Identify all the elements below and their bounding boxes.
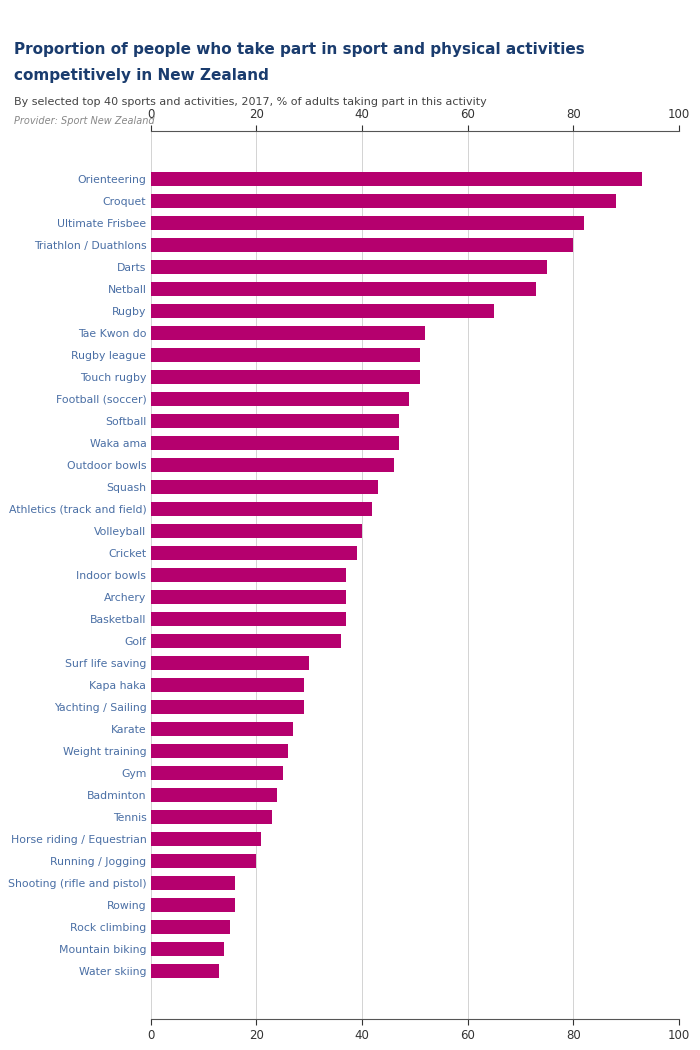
Bar (150, 281, 536, 296)
Bar (150, 677, 304, 692)
Bar (150, 876, 235, 890)
Bar (150, 193, 615, 208)
Bar (150, 854, 256, 868)
Bar (150, 788, 277, 802)
Text: Provider: Sport New Zealand: Provider: Sport New Zealand (14, 116, 155, 126)
Bar (150, 237, 573, 252)
Bar (150, 215, 584, 230)
Bar (150, 370, 420, 384)
Bar (150, 942, 225, 957)
Bar (150, 920, 230, 934)
Bar (150, 568, 346, 582)
Bar (150, 721, 293, 736)
Bar (150, 634, 341, 648)
Bar (150, 524, 362, 538)
Bar (150, 546, 356, 560)
Bar (150, 480, 378, 494)
Bar (150, 436, 399, 450)
Bar (150, 590, 346, 604)
Bar (150, 326, 426, 340)
Bar (150, 458, 393, 472)
Bar (150, 392, 410, 406)
Bar (150, 832, 262, 846)
Bar (150, 810, 272, 824)
Text: Proportion of people who take part in sport and physical activities: Proportion of people who take part in sp… (14, 42, 584, 57)
Bar (150, 303, 494, 318)
Text: competitively in New Zealand: competitively in New Zealand (14, 68, 269, 83)
Text: figure.nz: figure.nz (588, 14, 662, 28)
Bar (150, 898, 235, 912)
Bar (150, 348, 420, 362)
Bar (150, 502, 372, 516)
Bar (150, 656, 309, 670)
Bar (150, 171, 642, 186)
Bar (150, 414, 399, 428)
Bar (150, 964, 219, 979)
Bar (150, 743, 288, 758)
Bar (150, 765, 283, 780)
Bar (150, 259, 547, 274)
Bar (150, 612, 346, 626)
Text: By selected top 40 sports and activities, 2017, % of adults taking part in this : By selected top 40 sports and activities… (14, 97, 486, 107)
Bar (150, 699, 304, 714)
